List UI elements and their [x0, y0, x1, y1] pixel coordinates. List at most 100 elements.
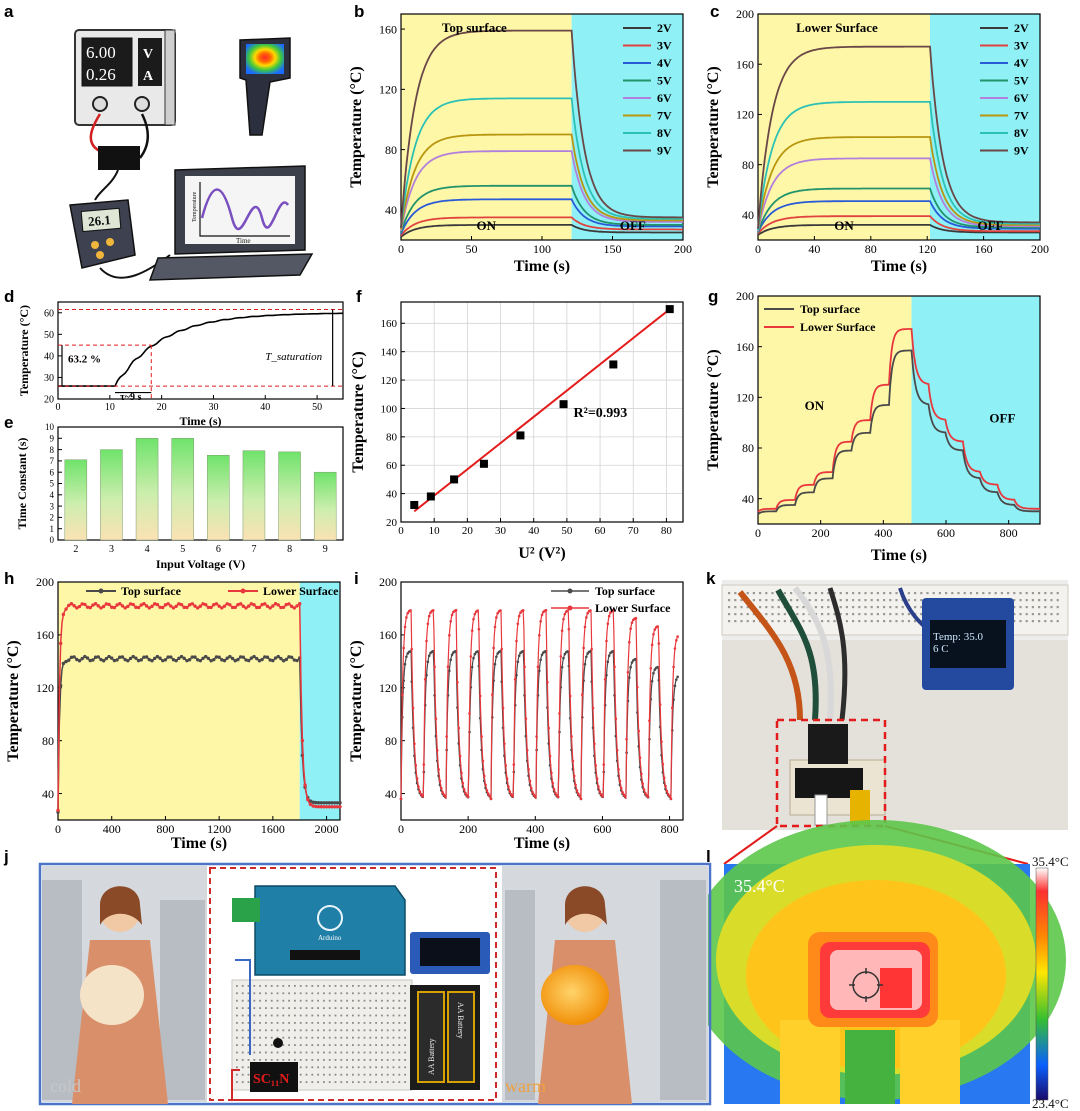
series-marker-top	[281, 659, 286, 663]
breadboard-hole	[328, 1007, 331, 1009]
series-marker-lower	[308, 802, 313, 807]
breadboard-hole	[386, 1059, 389, 1061]
breadboard-hole	[386, 992, 389, 995]
legend-label-lower: Lower Surface	[595, 601, 671, 615]
series-marker-lower	[652, 632, 655, 636]
series-marker-top	[104, 656, 109, 661]
breadboard-hole	[236, 1022, 238, 1024]
series-marker-top	[77, 659, 82, 663]
breadboard-hole	[294, 992, 296, 995]
series-marker-lower	[241, 604, 246, 608]
series-marker-lower	[402, 646, 405, 650]
series-marker-lower	[529, 786, 533, 790]
breadboard-hole	[253, 999, 256, 1002]
series-marker-lower	[540, 613, 544, 617]
series-marker-top	[257, 659, 262, 663]
breadboard-hole	[253, 1022, 256, 1024]
breadboard-hole	[363, 1044, 366, 1046]
breadboard-hole	[404, 999, 406, 1002]
x-tick-label: 50	[561, 525, 573, 537]
breadboard-hole	[765, 599, 768, 602]
series-marker-lower	[641, 782, 645, 786]
y-tick-label: 160	[379, 628, 397, 642]
breadboard-hole	[328, 999, 331, 1002]
x-tick-label: 40	[808, 242, 820, 256]
laptop-ylabel: Temperature	[192, 191, 198, 222]
breadboard-hole	[864, 606, 867, 609]
breadboard-hole	[1050, 592, 1053, 595]
breadboard-hole	[381, 1073, 383, 1076]
breadboard-hole	[253, 1036, 256, 1039]
breadboard-hole	[247, 1036, 250, 1039]
series-marker-lower	[99, 606, 103, 610]
series-marker-lower	[468, 712, 471, 715]
breadboard-hole	[369, 985, 372, 987]
breadboard-hole	[294, 1014, 296, 1017]
breadboard-hole	[247, 1073, 250, 1076]
breadboard-hole	[1050, 620, 1053, 623]
breadboard-hole	[265, 1022, 267, 1024]
on-label: ON	[834, 218, 854, 233]
breadboard-hole	[920, 613, 923, 616]
breadboard-hole	[352, 985, 354, 987]
series-line-7V	[757, 136, 1040, 231]
off-label: OFF	[978, 218, 1004, 233]
y-tick-label: 120	[736, 391, 754, 405]
series-marker-lower	[152, 602, 157, 606]
series-marker-lower	[572, 774, 576, 778]
x-tick-label: 6	[216, 544, 221, 555]
legend-marker-lower	[567, 605, 573, 611]
on-label: ON	[477, 218, 497, 233]
on-region	[758, 14, 931, 240]
breadboard-hole	[328, 1081, 331, 1083]
series-marker-lower	[535, 735, 538, 738]
data-point	[516, 431, 525, 440]
breadboard-hole	[270, 1029, 273, 1032]
series-marker-top	[273, 656, 278, 660]
breadboard-hole	[323, 1014, 325, 1017]
chart-title: Top surface	[442, 20, 507, 35]
breadboard-hole	[236, 1081, 238, 1083]
breadboard-hole	[404, 1007, 406, 1009]
breadboard-hole	[852, 620, 855, 623]
series-marker-lower	[427, 614, 431, 618]
series-marker-lower	[134, 605, 138, 609]
series-marker-lower	[406, 611, 410, 615]
series-marker-lower	[638, 756, 642, 760]
x-tick-label: 160	[975, 242, 993, 256]
breadboard-hole	[340, 992, 343, 995]
series-marker-lower	[435, 748, 439, 752]
series-marker-lower	[630, 621, 634, 624]
breadboard-hole	[392, 1044, 395, 1046]
breadboard-hole	[398, 999, 401, 1002]
y-axis-label: Time Constant (s)	[15, 438, 29, 530]
y-tick-label: 40	[44, 351, 54, 362]
breadboard-hole	[870, 613, 873, 616]
x-tick-label: 200	[812, 526, 830, 540]
series-marker-lower	[147, 606, 152, 610]
series-marker-top	[187, 658, 192, 662]
legend-label-4V: 4V	[1014, 56, 1029, 70]
breadboard-hole	[752, 599, 755, 602]
breadboard-hole	[265, 1036, 267, 1039]
series-marker-lower	[566, 609, 569, 612]
breadboard-hole	[1056, 613, 1059, 616]
series-marker-lower	[433, 665, 436, 669]
series-marker-lower	[546, 680, 549, 684]
breadboard-hole	[346, 1066, 348, 1069]
breadboard-hole	[241, 1022, 244, 1024]
breadboard-hole	[864, 613, 867, 616]
series-marker-lower	[499, 609, 502, 612]
pregnant-woman-warm-icon	[538, 886, 632, 1104]
breadboard-hole	[259, 1022, 261, 1024]
breadboard-hole	[734, 592, 737, 595]
breadboard-hole	[1007, 592, 1010, 595]
series-marker-lower	[230, 605, 235, 610]
breadboard-hole	[265, 985, 267, 987]
breadboard-hole	[381, 1051, 383, 1054]
series-marker-lower	[150, 604, 154, 609]
series-marker-lower	[324, 805, 329, 809]
arduino-board-icon	[232, 885, 406, 976]
series-marker-lower	[673, 647, 677, 650]
breadboard-hole	[363, 1007, 366, 1009]
